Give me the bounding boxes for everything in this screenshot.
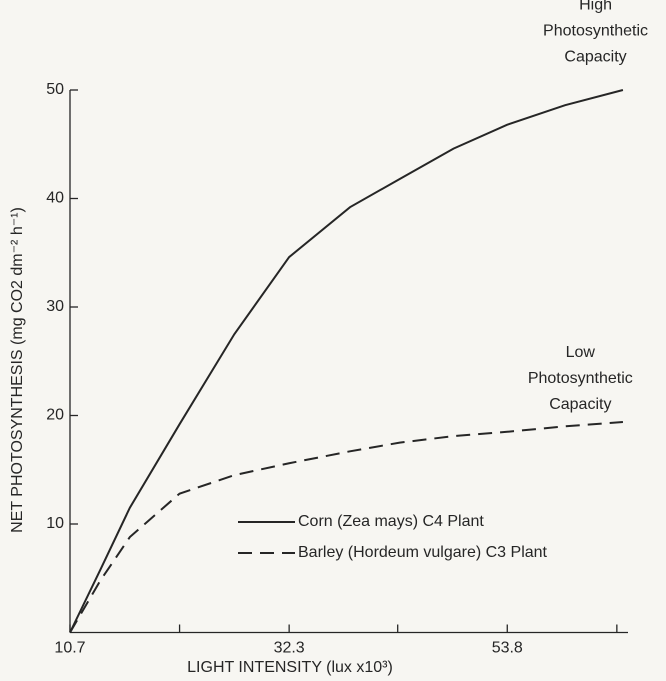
annotation: Capacity bbox=[549, 396, 611, 413]
annotation: High bbox=[579, 0, 612, 14]
y-tick-label: 50 bbox=[46, 81, 64, 98]
annotation: Photosynthetic bbox=[528, 370, 633, 387]
annotation: Photosynthetic bbox=[543, 23, 648, 40]
x-axis-label: LIGHT INTENSITY (lux x10³) bbox=[187, 659, 393, 676]
y-tick-label: 10 bbox=[46, 515, 64, 532]
x-tick-label: 10.7 bbox=[54, 640, 85, 657]
y-tick-label: 20 bbox=[46, 407, 64, 424]
y-tick-label: 40 bbox=[46, 190, 64, 207]
x-tick-label: 53.8 bbox=[492, 640, 523, 657]
series-line bbox=[69, 89, 624, 633]
x-tick-label: 32.3 bbox=[274, 640, 305, 657]
annotation: Capacity bbox=[564, 49, 626, 66]
legend-label: Barley (Hordeum vulgare) C3 Plant bbox=[298, 544, 548, 561]
legend-label: Corn (Zea mays) C4 Plant bbox=[298, 513, 484, 530]
y-axis-label: NET PHOTOSYNTHESIS (mg CO2 dm⁻² h⁻¹) bbox=[9, 207, 26, 533]
y-tick-label: 30 bbox=[46, 298, 64, 315]
annotation: Low bbox=[566, 344, 596, 361]
